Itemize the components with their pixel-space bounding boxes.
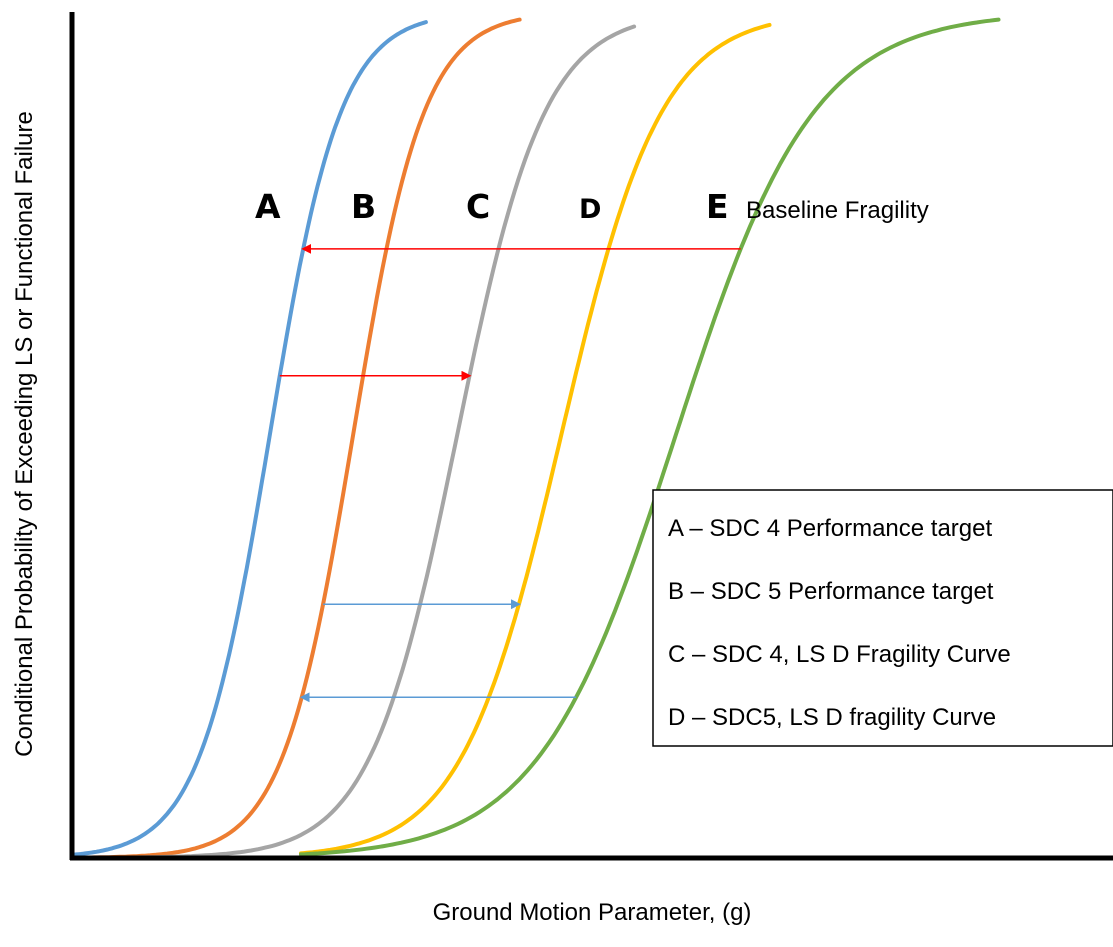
curve-label-e: E [706, 187, 729, 226]
shift-arrows [279, 243, 741, 703]
y-axis-title: Conditional Probability of Exceeding LS … [11, 111, 38, 757]
curve-label-d: D [579, 194, 601, 225]
legend-entry-a: A – SDC 4 Performance target [668, 515, 992, 542]
curve-b [70, 17, 522, 860]
curve-label-c: C [466, 187, 490, 226]
curve-a [70, 20, 428, 857]
curve-label-b: B [351, 187, 376, 226]
legend: A – SDC 4 Performance target B – SDC 5 P… [652, 489, 1113, 747]
baseline-fragility-note: Baseline Fragility [746, 197, 929, 224]
curve-d [299, 22, 772, 856]
legend-box [652, 489, 1113, 747]
legend-entry-b: B – SDC 5 Performance target [668, 578, 994, 605]
curve-label-a: A [255, 187, 281, 226]
legend-entry-d: D – SDC5, LS D fragility Curve [668, 704, 996, 731]
legend-entry-c: C – SDC 4, LS D Fragility Curve [668, 641, 1011, 668]
x-axis-title: Ground Motion Parameter, (g) [433, 899, 752, 926]
curve-e [299, 17, 1001, 857]
